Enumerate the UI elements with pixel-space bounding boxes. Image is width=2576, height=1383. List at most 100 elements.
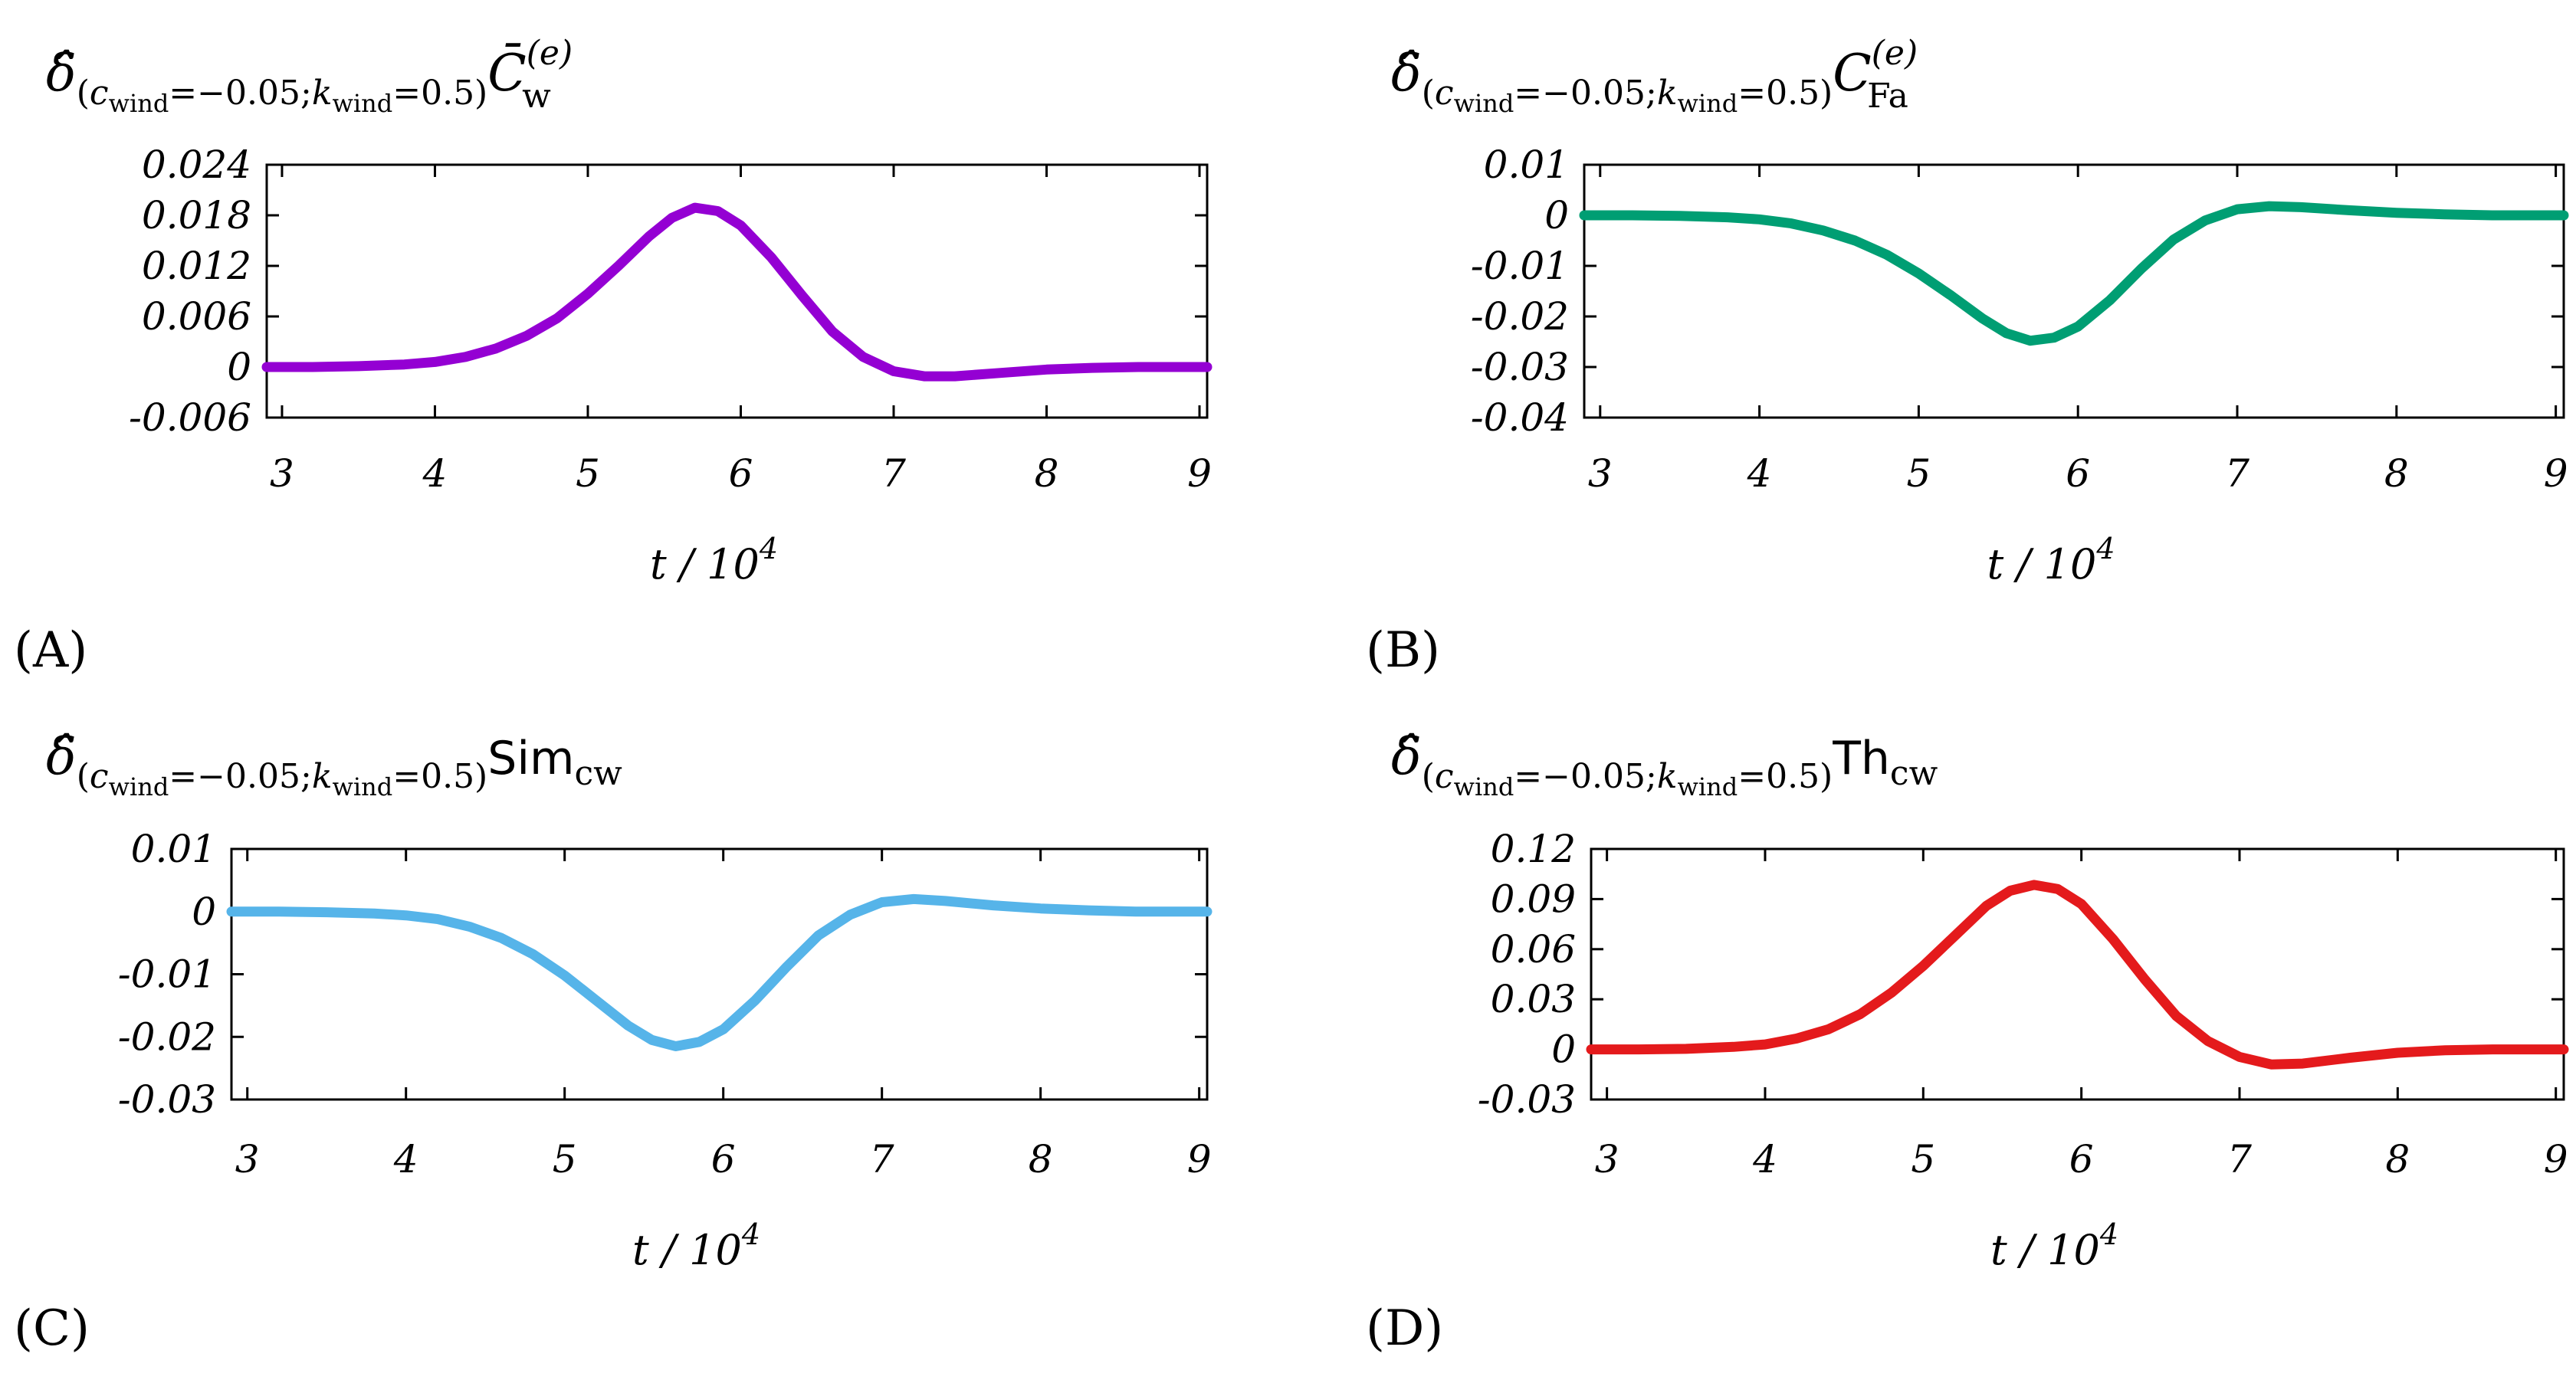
x-tick-label: 8 xyxy=(1029,1137,1053,1181)
x-axis-label: t / 104 xyxy=(1987,532,2115,588)
y-tick-label: 0.12 xyxy=(1491,827,1576,871)
x-tick-label: 5 xyxy=(1911,1137,1935,1181)
title-subscript-k-value: =0.5) xyxy=(1738,757,1833,796)
title-subscript-c: c xyxy=(90,74,109,113)
chart-title: δ̂(cwind=−0.05;kwind=0.5)C̄(e) w xyxy=(46,34,573,118)
title-quantity-superscript: (e) xyxy=(1872,34,1918,73)
title-delta: δ̂ xyxy=(1391,727,1422,786)
title-subscript-c: c xyxy=(90,757,109,796)
title-quantity: Th xyxy=(1832,732,1890,785)
x-axis-label-base: t / 10 xyxy=(1990,1226,2100,1274)
y-tick-label: -0.02 xyxy=(1471,294,1569,339)
x-tick-label: 7 xyxy=(870,1137,894,1181)
title-quantity-subscript: cw xyxy=(574,754,622,793)
title-subscript-wind: wind xyxy=(109,89,169,118)
panel-label: (B) xyxy=(1366,622,1440,679)
title-subscript-c-value: =−0.05; xyxy=(1514,74,1657,113)
title-subscript-k: k xyxy=(1657,74,1678,113)
title-subscript-wind-2: wind xyxy=(1678,89,1738,118)
title-subscript-c: c xyxy=(1435,74,1454,113)
x-tick-label: 9 xyxy=(1187,1137,1212,1181)
y-tick-label: -0.006 xyxy=(129,395,251,440)
x-axis-label: t / 104 xyxy=(1990,1217,2118,1274)
y-tick-label: 0.01 xyxy=(131,827,216,871)
title-subscript-c-value: =−0.05; xyxy=(169,74,312,113)
title-quantity: Sim xyxy=(487,732,574,785)
title-quantity-subscript: Fa xyxy=(1867,77,1908,116)
x-tick-label: 8 xyxy=(2385,1137,2410,1181)
title-subscript-wind: wind xyxy=(109,772,169,801)
x-tick-label: 3 xyxy=(270,451,294,496)
plot-frame xyxy=(230,847,1209,1101)
y-tick-label: 0 xyxy=(1544,193,1569,238)
x-tick-label: 5 xyxy=(553,1137,577,1181)
x-tick-label: 8 xyxy=(1035,451,1059,496)
chart-title: δ̂(cwind=−0.05;kwind=0.5)C(e) Fa xyxy=(1391,34,1918,118)
title-delta: δ̂ xyxy=(46,44,77,103)
title-subscript-k-value: =0.5) xyxy=(392,74,487,113)
title-delta: δ̂ xyxy=(1391,44,1422,103)
title-subscript-k-value: =0.5) xyxy=(392,757,487,796)
title-quantity-superscript: (e) xyxy=(527,34,573,73)
y-tick-label: -0.04 xyxy=(1471,395,1569,440)
x-tick-label: 3 xyxy=(1588,451,1613,496)
panel-label: (C) xyxy=(14,1300,90,1357)
y-tick-label: 0.018 xyxy=(142,193,251,238)
x-tick-label: 3 xyxy=(235,1137,260,1181)
x-axis-label-exponent: 4 xyxy=(2099,1217,2118,1251)
x-tick-label: 7 xyxy=(881,451,906,496)
chart-panel-a: -0.006 0 0.006 0.012 0.018 0.024 3 4 5 6 7 8 9 t / 10… xyxy=(14,34,1213,679)
x-axis-label-base: t / 10 xyxy=(650,540,760,588)
x-tick-label: 6 xyxy=(2066,451,2090,496)
series-line-th-cw xyxy=(1586,880,2569,1070)
x-tick-label: 3 xyxy=(1595,1137,1619,1181)
y-tick-label: 0.09 xyxy=(1491,877,1576,921)
x-tick-label: 6 xyxy=(711,1137,736,1181)
y-tick-label: 0.01 xyxy=(1484,143,1569,187)
title-subscript-k-value: =0.5) xyxy=(1738,74,1833,113)
x-axis-label-exponent: 4 xyxy=(759,532,778,565)
x-axis-label-base: t / 10 xyxy=(632,1226,742,1274)
y-tick-label: -0.02 xyxy=(118,1014,216,1059)
title-subscript-c: c xyxy=(1435,757,1454,796)
title-subscript-wind-2: wind xyxy=(1678,772,1738,801)
title-quantity: C̄ xyxy=(487,44,527,103)
x-tick-label: 4 xyxy=(393,1137,418,1181)
x-axis-label-exponent: 4 xyxy=(2095,532,2115,565)
panel-label: (A) xyxy=(14,622,87,679)
plot-frame xyxy=(1583,163,2565,419)
x-tick-label: 8 xyxy=(2384,451,2409,496)
title-subscript-open: ( xyxy=(1422,74,1435,113)
x-tick-label: 6 xyxy=(2069,1137,2094,1181)
title-subscript-k: k xyxy=(312,757,333,796)
chart-title: δ̂(cwind=−0.05;kwind=0.5)Simcw xyxy=(46,727,622,801)
series-line-c-w xyxy=(261,202,1213,382)
x-tick-label: 5 xyxy=(1906,451,1931,496)
y-tick-label: 0.006 xyxy=(142,294,251,339)
y-tick-label: 0.012 xyxy=(142,244,251,288)
title-subscript-c-value: =−0.05; xyxy=(169,757,312,796)
title-subscript-k: k xyxy=(312,74,333,113)
x-axis-label: t / 104 xyxy=(650,532,778,588)
title-subscript-c-value: =−0.05; xyxy=(1514,757,1657,796)
plot-frame xyxy=(1590,847,2565,1101)
x-tick-label: 9 xyxy=(2544,451,2568,496)
series-line-c-fa xyxy=(1579,201,2569,346)
title-subscript-wind: wind xyxy=(1454,772,1514,801)
title-subscript-open: ( xyxy=(1422,757,1435,796)
series-line-sim-cw xyxy=(226,893,1213,1051)
y-tick-label: -0.01 xyxy=(1471,244,1569,288)
plot-frame xyxy=(265,163,1209,419)
x-tick-label: 5 xyxy=(576,451,600,496)
x-tick-label: 6 xyxy=(729,451,753,496)
x-tick-label: 7 xyxy=(2225,451,2249,496)
y-tick-label: 0 xyxy=(1551,1027,1576,1072)
x-tick-label: 9 xyxy=(1187,451,1212,496)
x-tick-label: 4 xyxy=(1747,451,1772,496)
y-tick-label: 0.024 xyxy=(142,143,251,187)
title-quantity-subscript: cw xyxy=(1890,754,1938,793)
y-tick-label: -0.03 xyxy=(1478,1077,1576,1122)
